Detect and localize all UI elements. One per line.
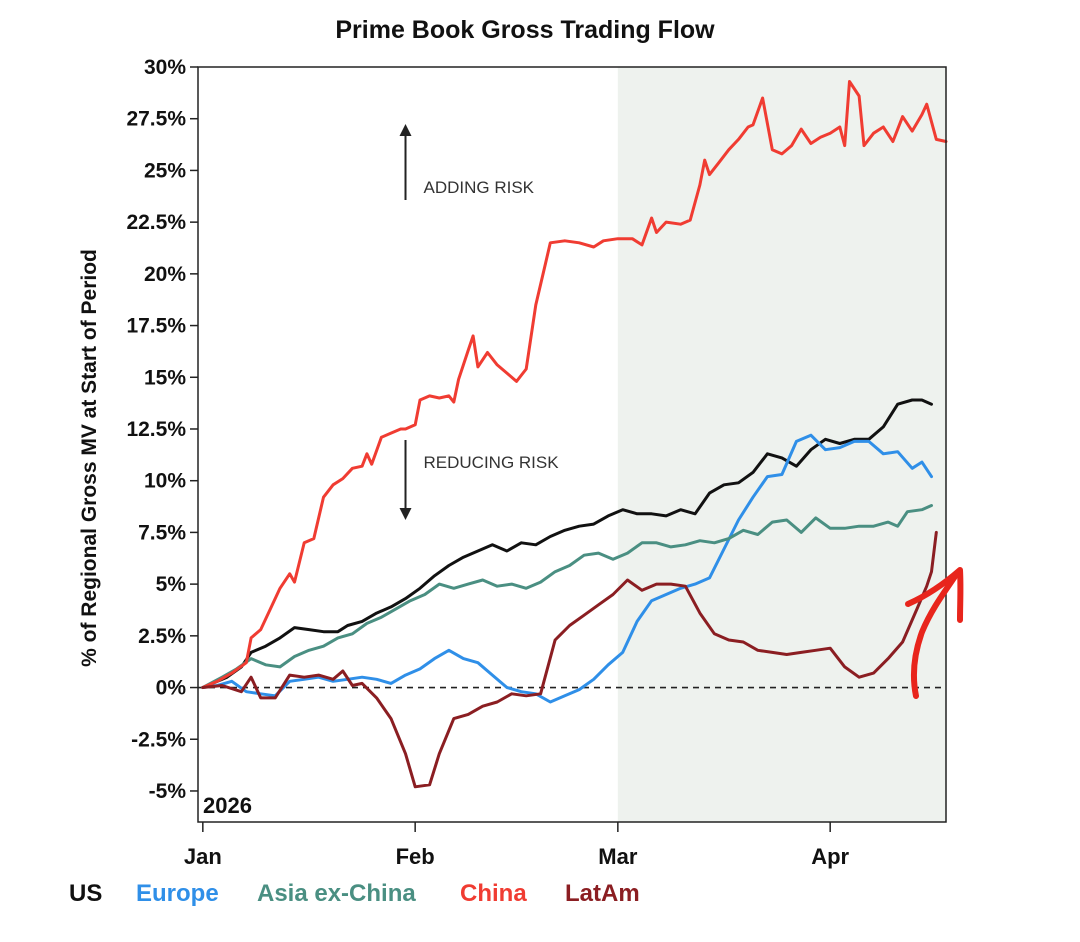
annotation-adding-risk: ADDING RISK [424, 178, 535, 197]
y-tick-label: 7.5% [138, 521, 186, 544]
y-tick-label: 10% [144, 470, 186, 493]
x-tick-label: Jan [184, 844, 222, 869]
y-tick-label: 22.5% [126, 211, 186, 234]
series-line-europe [201, 433, 933, 704]
y-tick-label: 27.5% [126, 108, 186, 131]
y-axis-label: % of Regional Gross MV at Start of Perio… [78, 249, 101, 667]
plot-frame [197, 66, 947, 823]
y-tick-label: 12.5% [126, 418, 186, 441]
y-tick-label: 5% [156, 573, 187, 596]
annotation-reducing-risk: REDUCING RISK [424, 453, 560, 472]
y-tick-label: 17.5% [126, 315, 186, 338]
year-label: 2026 [203, 793, 252, 818]
y-tick-label: 30% [144, 56, 186, 79]
series-line-asia-ex-china [201, 504, 933, 689]
highlighted-period-shading [617, 67, 946, 822]
y-tick-label: 25% [144, 159, 186, 182]
legend-entry-china: China [460, 880, 527, 907]
y-tick-label: 0% [156, 677, 187, 700]
series-line-china [201, 80, 948, 689]
arrow-head-down [399, 508, 412, 520]
legend-entry-europe: Europe [136, 880, 219, 907]
x-tick-label: Mar [598, 844, 638, 869]
chart-title: Prime Book Gross Trading Flow [335, 16, 715, 44]
y-tick-label: 20% [144, 263, 186, 286]
y-tick-label: -2.5% [131, 728, 186, 751]
y-tick-label: 15% [144, 366, 186, 389]
series-line-latam [201, 530, 938, 789]
legend-entry-asia-ex-china: Asia ex-China [257, 880, 416, 907]
arrow-head-up [399, 124, 412, 136]
x-tick-label: Apr [811, 844, 849, 869]
y-tick-label: 2.5% [138, 625, 186, 648]
legend: US Europe Asia ex-China China LatAm [69, 880, 640, 907]
legend-entry-us: US [69, 880, 102, 907]
y-tick-label: -5% [149, 780, 187, 803]
hand-drawn-arrow-scribble [905, 567, 964, 699]
x-tick-label: Feb [396, 844, 435, 869]
legend-entry-latam: LatAm [565, 880, 640, 907]
